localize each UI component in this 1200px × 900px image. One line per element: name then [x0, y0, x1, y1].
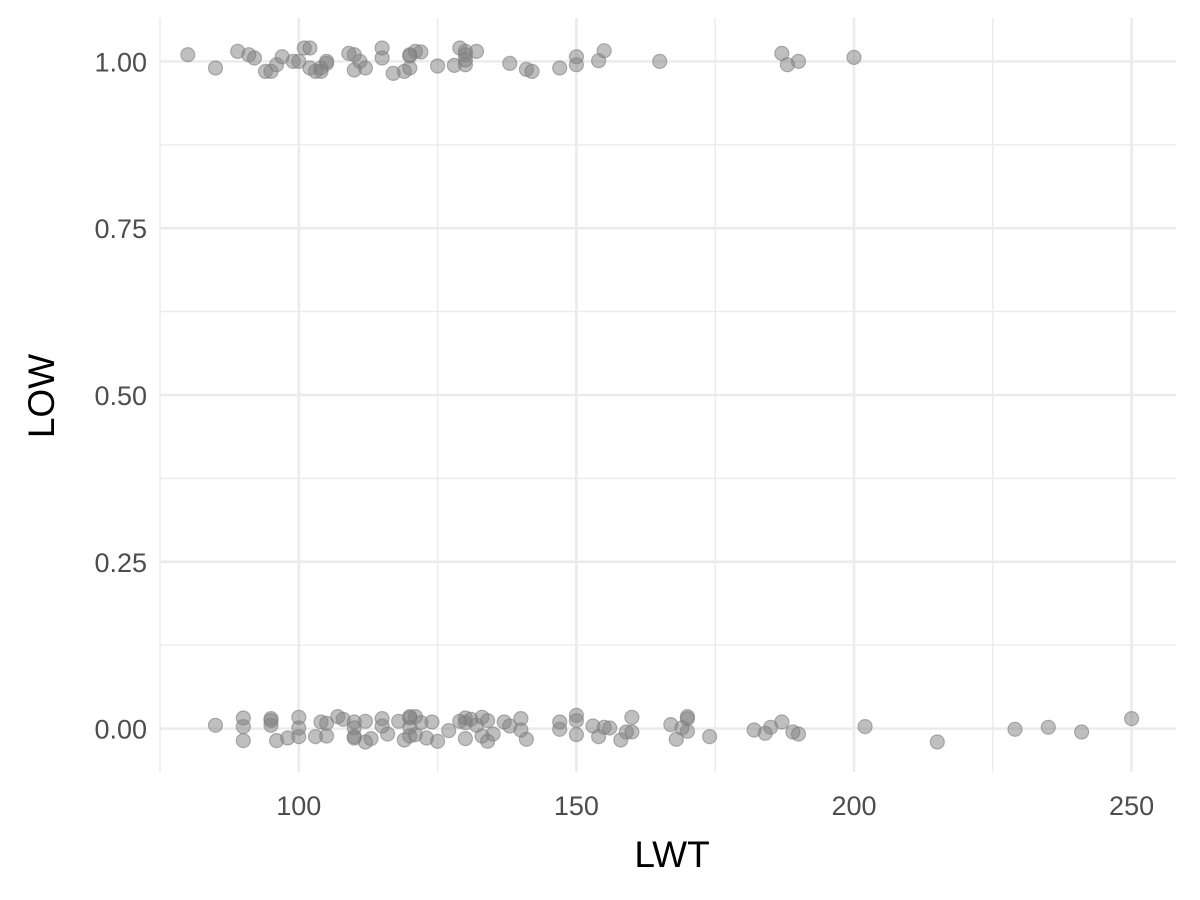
data-point	[790, 53, 807, 70]
y-tick-label: 0.50	[94, 381, 147, 411]
data-point	[380, 726, 396, 742]
data-point	[246, 50, 262, 66]
data-point	[263, 717, 279, 733]
data-point	[679, 723, 696, 739]
data-point	[524, 63, 540, 80]
data-point	[480, 712, 496, 729]
data-point	[441, 722, 457, 739]
data-point	[552, 721, 568, 737]
data-point	[457, 730, 473, 747]
data-point	[319, 715, 335, 731]
data-point	[846, 49, 862, 66]
data-point	[568, 57, 585, 73]
data-point	[235, 732, 251, 749]
data-point	[180, 47, 196, 63]
y-tick-label: 1.00	[94, 47, 147, 77]
x-tick-label: 150	[554, 791, 599, 821]
data-point	[207, 60, 224, 76]
data-point	[302, 40, 318, 56]
data-point	[319, 55, 335, 72]
data-point	[652, 53, 668, 70]
x-tick-label: 250	[1109, 791, 1154, 821]
data-point	[485, 726, 501, 742]
data-point	[552, 60, 568, 76]
data-point	[357, 60, 373, 76]
data-point	[502, 55, 518, 72]
data-point	[857, 718, 873, 735]
data-point	[413, 44, 429, 60]
data-point	[235, 718, 251, 735]
x-tick-labels: 100 150 200 250	[276, 791, 1154, 821]
data-point	[1040, 719, 1056, 735]
data-point	[774, 714, 790, 730]
data-point	[596, 43, 612, 59]
data-point	[430, 733, 446, 749]
data-point	[1123, 710, 1140, 727]
data-points	[180, 40, 1140, 750]
grid	[159, 18, 1176, 772]
data-point	[468, 43, 485, 60]
data-point	[790, 726, 807, 742]
data-point	[1007, 721, 1023, 737]
data-point	[518, 731, 535, 747]
y-tick-label: 0.75	[94, 214, 147, 244]
data-point	[291, 728, 307, 745]
data-point	[602, 720, 618, 736]
y-tick-label: 0.00	[94, 715, 147, 745]
x-tick-label: 200	[831, 791, 876, 821]
x-axis-title: LWT	[634, 834, 709, 875]
data-point	[424, 714, 440, 730]
data-point	[363, 730, 379, 747]
data-point	[624, 709, 640, 725]
data-point	[701, 728, 718, 745]
data-point	[291, 53, 307, 70]
data-point	[568, 726, 585, 743]
data-point	[1073, 724, 1090, 740]
data-point	[357, 713, 373, 729]
y-tick-label: 0.25	[94, 548, 147, 578]
data-point	[568, 712, 585, 729]
data-point	[430, 58, 446, 74]
data-point	[929, 734, 945, 750]
data-point	[207, 717, 224, 733]
data-point	[319, 728, 335, 744]
y-axis-title: LOW	[21, 354, 62, 438]
data-point	[624, 724, 640, 740]
x-tick-label: 100	[276, 791, 321, 821]
data-point	[374, 50, 390, 66]
data-point	[679, 710, 696, 727]
y-tick-labels: 0.00 0.25 0.50 0.75 1.00	[94, 47, 147, 744]
